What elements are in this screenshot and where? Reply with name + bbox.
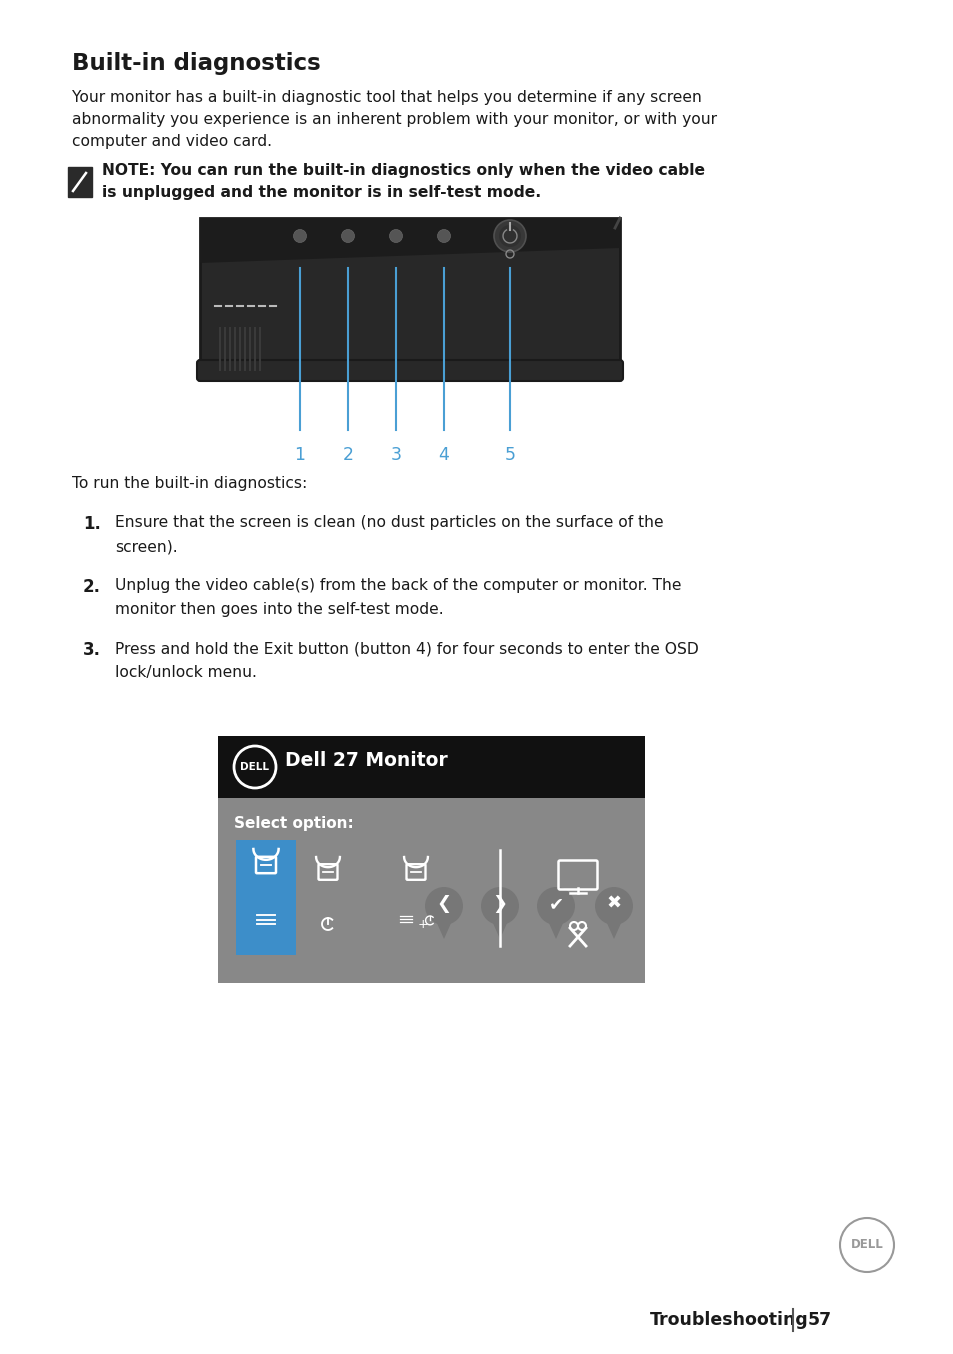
Text: DELL: DELL — [240, 762, 269, 772]
Text: ✖: ✖ — [606, 895, 621, 913]
Circle shape — [389, 229, 402, 242]
Text: Your monitor has a built-in diagnostic tool that helps you determine if any scre: Your monitor has a built-in diagnostic t… — [71, 89, 701, 106]
Text: screen).: screen). — [115, 539, 177, 554]
Polygon shape — [605, 921, 621, 940]
FancyBboxPatch shape — [218, 737, 644, 798]
Text: Press and hold the Exit button (button 4) for four seconds to enter the OSD: Press and hold the Exit button (button 4… — [115, 640, 698, 655]
Text: ✔: ✔ — [548, 895, 563, 913]
Text: Select option:: Select option: — [233, 816, 354, 831]
Text: computer and video card.: computer and video card. — [71, 134, 272, 149]
Text: 3: 3 — [390, 445, 401, 464]
FancyBboxPatch shape — [200, 218, 619, 378]
Text: Dell 27 Monitor: Dell 27 Monitor — [285, 751, 447, 770]
Polygon shape — [547, 921, 563, 940]
FancyBboxPatch shape — [218, 798, 644, 983]
Circle shape — [294, 229, 306, 242]
Polygon shape — [436, 921, 452, 940]
Circle shape — [480, 887, 518, 925]
Text: ❯: ❯ — [492, 895, 507, 913]
Text: Unplug the video cable(s) from the back of the computer or monitor. The: Unplug the video cable(s) from the back … — [115, 578, 680, 593]
Polygon shape — [492, 921, 507, 940]
Circle shape — [437, 229, 450, 242]
Text: lock/unlock menu.: lock/unlock menu. — [115, 665, 256, 680]
Text: 2: 2 — [342, 445, 354, 464]
Circle shape — [424, 887, 462, 925]
Text: ❮: ❮ — [436, 895, 451, 913]
Text: 1: 1 — [294, 445, 305, 464]
Circle shape — [595, 887, 633, 925]
Text: Troubleshooting: Troubleshooting — [649, 1311, 808, 1330]
FancyBboxPatch shape — [196, 360, 622, 380]
Text: DELL: DELL — [850, 1239, 882, 1251]
Text: 3.: 3. — [83, 640, 101, 659]
Text: +: + — [417, 918, 428, 932]
FancyBboxPatch shape — [68, 167, 91, 196]
Text: NOTE: You can run the built-in diagnostics only when the video cable: NOTE: You can run the built-in diagnosti… — [102, 162, 704, 177]
FancyBboxPatch shape — [235, 839, 295, 955]
Text: 2.: 2. — [83, 578, 101, 596]
Text: abnormality you experience is an inherent problem with your monitor, or with you: abnormality you experience is an inheren… — [71, 112, 717, 127]
Text: 4: 4 — [438, 445, 449, 464]
Text: is unplugged and the monitor is in self-test mode.: is unplugged and the monitor is in self-… — [102, 185, 540, 200]
Text: 57: 57 — [807, 1311, 831, 1330]
Text: Ensure that the screen is clean (no dust particles on the surface of the: Ensure that the screen is clean (no dust… — [115, 515, 663, 529]
Polygon shape — [200, 218, 619, 263]
Text: 5: 5 — [504, 445, 515, 464]
Text: monitor then goes into the self-test mode.: monitor then goes into the self-test mod… — [115, 603, 443, 617]
Circle shape — [494, 219, 525, 252]
Text: To run the built-in diagnostics:: To run the built-in diagnostics: — [71, 477, 307, 492]
Circle shape — [537, 887, 575, 925]
Text: Built-in diagnostics: Built-in diagnostics — [71, 51, 320, 74]
Text: 1.: 1. — [83, 515, 101, 533]
Circle shape — [498, 225, 520, 246]
Circle shape — [341, 229, 355, 242]
